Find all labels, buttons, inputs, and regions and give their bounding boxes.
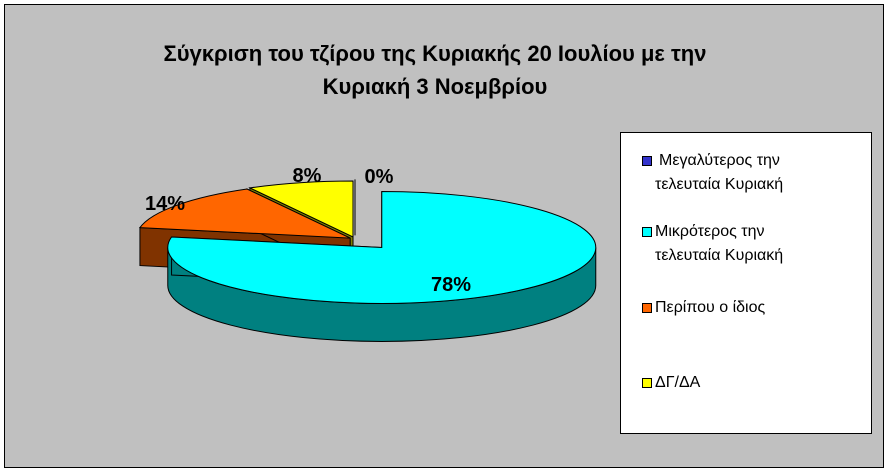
data-label-dk-na: 8% (293, 165, 322, 187)
legend-label-smaller-line-2: τελευταία Κυριακή (655, 247, 784, 264)
legend-label-bigger-line-1: Μεγαλύτερος την (659, 152, 780, 169)
data-label-smaller: 78% (431, 274, 471, 296)
legend-item-bigger: Μεγαλύτερος την τελευταία Κυριακή (642, 149, 784, 197)
data-label-same: 14% (145, 193, 185, 215)
chart-title-line-2: Κυριακή 3 Νοεμβρίου (322, 74, 548, 99)
pie-slice-same (138, 188, 351, 239)
pie-slice-smaller (167, 190, 597, 304)
legend-label-bigger-line-2: τελευταία Κυριακή (655, 176, 784, 193)
legend: Μεγαλύτερος την τελευταία Κυριακή Μικρότ… (620, 132, 872, 434)
chart-title-line-1: Σύγκριση του τζίρου της Κυριακής 20 Ιουλ… (163, 41, 707, 66)
legend-swatch-dk-na (642, 378, 652, 388)
legend-swatch-bigger (642, 156, 652, 166)
legend-item-dk-na: ΔΓ/ΔΑ (642, 371, 701, 395)
legend-label-same: Περίπου ο ίδιος (655, 299, 766, 316)
chart-area: Σύγκριση του τζίρου της Κυριακής 20 Ιουλ… (5, 5, 883, 467)
data-label-bigger: 0% (365, 166, 394, 188)
legend-swatch-same (642, 303, 652, 313)
chart-title: Σύγκριση του τζίρου της Κυριακής 20 Ιουλ… (65, 37, 805, 103)
legend-item-smaller: Μικρότερος την τελευταία Κυριακή (642, 220, 784, 268)
pie-slice-dk-na (248, 180, 354, 238)
legend-label-smaller-line-1: Μικρότερος την (655, 223, 765, 240)
chart-frame: Σύγκριση του τζίρου της Κυριακής 20 Ιουλ… (4, 4, 884, 468)
legend-label-dk-na: ΔΓ/ΔΑ (655, 374, 701, 391)
legend-swatch-smaller (642, 227, 652, 237)
pie-chart: 0% 78% 14% 8% (138, 165, 597, 342)
legend-item-same: Περίπου ο ίδιος (642, 296, 766, 320)
